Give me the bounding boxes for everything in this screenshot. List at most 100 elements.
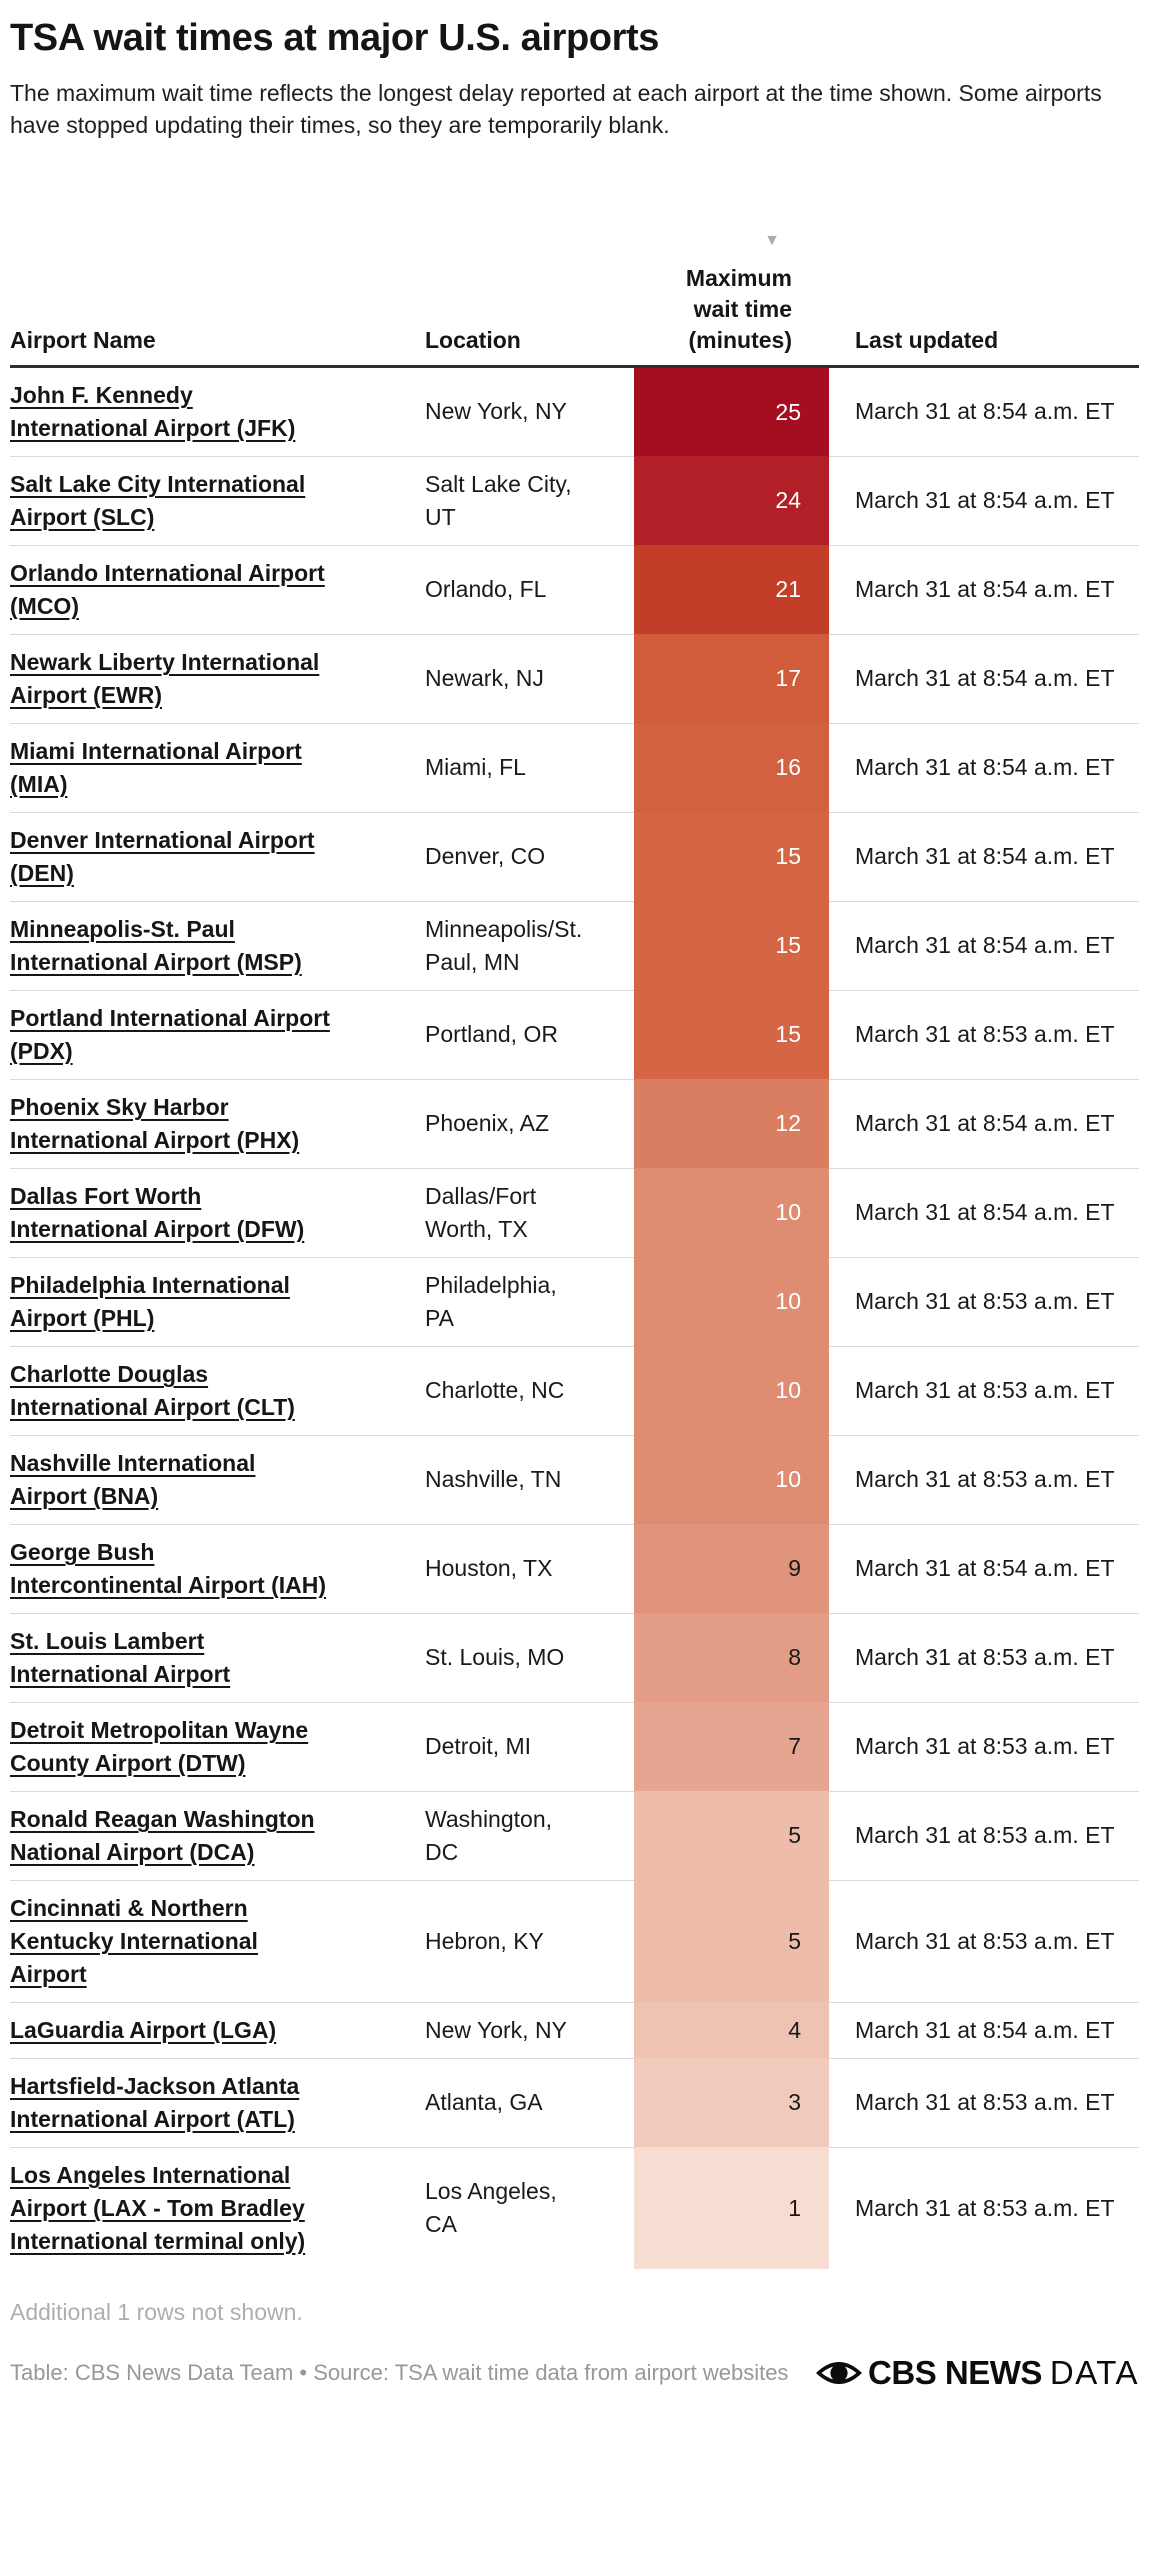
max-wait-cell: 10: [634, 1168, 829, 1258]
airport-name-cell: George Bush Intercontinental Airport (IA…: [10, 1524, 425, 1614]
airport-name-cell: John F. Kennedy International Airport (J…: [10, 366, 425, 457]
location-cell: Salt Lake City, UT: [425, 456, 634, 546]
rows-not-shown-note: Additional 1 rows not shown.: [10, 2298, 303, 2325]
airport-link[interactable]: Philadelphia International Airport (PHL): [10, 1271, 290, 1331]
table-row: Philadelphia International Airport (PHL)…: [10, 1257, 1139, 1347]
column-header-max-wait[interactable]: ▼ Maximum wait time (minutes): [634, 221, 829, 368]
cbs-news-data-logo: CBS NEWS DATA: [815, 2354, 1139, 2392]
table-row: Los Angeles International Airport (LAX -…: [10, 2147, 1139, 2269]
airport-link[interactable]: Portland International Airport (PDX): [10, 1004, 330, 1064]
footer: Table: CBS News Data Team • Source: TSA …: [10, 2354, 1139, 2392]
airport-name-cell: Minneapolis-St. Paul International Airpo…: [10, 901, 425, 991]
airport-name-cell: Newark Liberty International Airport (EW…: [10, 634, 425, 724]
table-row: St. Louis Lambert International Airport S…: [10, 1613, 1139, 1703]
location-cell: Philadelphia, PA: [425, 1257, 634, 1347]
airport-link[interactable]: Nashville International Airport (BNA): [10, 1449, 256, 1509]
last-updated-cell: March 31 at 8:53 a.m. ET: [829, 1435, 1139, 1525]
max-wait-cell: 10: [634, 1257, 829, 1347]
max-wait-cell: 15: [634, 812, 829, 902]
airport-link[interactable]: Minneapolis-St. Paul International Airpo…: [10, 915, 302, 975]
sort-descending-icon[interactable]: ▼: [764, 231, 780, 249]
max-wait-cell: 17: [634, 634, 829, 724]
table-row: LaGuardia Airport (LGA) New York, NY 4 Marc…: [10, 2002, 1139, 2059]
airport-name-cell: Orlando International Airport (MCO): [10, 545, 425, 635]
location-cell: Nashville, TN: [425, 1435, 634, 1525]
airport-link[interactable]: Orlando International Airport (MCO): [10, 559, 325, 619]
airport-name-cell: Detroit Metropolitan Wayne County Airpor…: [10, 1702, 425, 1792]
max-wait-cell: 5: [634, 1880, 829, 2003]
airport-link[interactable]: St. Louis Lambert International Airport: [10, 1627, 231, 1687]
airport-link[interactable]: LaGuardia Airport (LGA): [10, 2016, 277, 2043]
wait-times-table: Airport Name Location ▼ Maximum wait tim…: [10, 221, 1139, 2269]
airport-link[interactable]: Ronald Reagan Washington National Airpor…: [10, 1805, 315, 1865]
page: TSA wait times at major U.S. airports Th…: [0, 16, 1149, 2392]
airport-link[interactable]: John F. Kennedy International Airport (J…: [10, 381, 296, 441]
airport-name-cell: Salt Lake City International Airport (SL…: [10, 456, 425, 546]
airport-link[interactable]: Cincinnati & Northern Kentucky Internati…: [10, 1894, 258, 1987]
last-updated-cell: March 31 at 8:54 a.m. ET: [829, 634, 1139, 724]
location-cell: Portland, OR: [425, 990, 634, 1080]
table-row: Minneapolis-St. Paul International Airpo…: [10, 901, 1139, 991]
last-updated-cell: March 31 at 8:53 a.m. ET: [829, 1880, 1139, 2003]
last-updated-cell: March 31 at 8:54 a.m. ET: [829, 1524, 1139, 1614]
last-updated-cell: March 31 at 8:53 a.m. ET: [829, 2058, 1139, 2148]
max-wait-cell: 4: [634, 2002, 829, 2059]
last-updated-cell: March 31 at 8:53 a.m. ET: [829, 1791, 1139, 1881]
airport-name-cell: Denver International Airport (DEN): [10, 812, 425, 902]
airport-link[interactable]: Miami International Airport (MIA): [10, 737, 302, 797]
airport-link[interactable]: Newark Liberty International Airport (EW…: [10, 648, 320, 708]
table-header: Airport Name Location ▼ Maximum wait tim…: [10, 221, 1139, 368]
location-cell: Miami, FL: [425, 723, 634, 813]
max-wait-cell: 10: [634, 1346, 829, 1436]
table-body: John F. Kennedy International Airport (J…: [10, 366, 1139, 2269]
max-wait-cell: 8: [634, 1613, 829, 1703]
location-cell: Phoenix, AZ: [425, 1079, 634, 1169]
table-row: Detroit Metropolitan Wayne County Airpor…: [10, 1702, 1139, 1792]
location-cell: Los Angeles, CA: [425, 2178, 557, 2238]
table-row: Ronald Reagan Washington National Airpor…: [10, 1791, 1139, 1881]
airport-name-cell: St. Louis Lambert International Airport: [10, 1613, 425, 1703]
max-wait-header-line-3: (minutes): [688, 326, 793, 353]
airport-name-cell: Charlotte Douglas International Airport …: [10, 1346, 425, 1436]
max-wait-cell: 24: [634, 456, 829, 546]
location-cell: Hebron, KY: [425, 1880, 634, 2003]
column-header-location[interactable]: Location: [425, 221, 634, 368]
airport-link[interactable]: Detroit Metropolitan Wayne County Airpor…: [10, 1716, 309, 1776]
airport-link[interactable]: Dallas Fort Worth International Airport …: [10, 1182, 305, 1242]
last-updated-cell: March 31 at 8:53 a.m. ET: [829, 1346, 1139, 1436]
table-row: Miami International Airport (MIA) Miami, …: [10, 723, 1139, 813]
table-row: Charlotte Douglas International Airport …: [10, 1346, 1139, 1436]
airport-name-cell: Hartsfield-Jackson Atlanta International…: [10, 2058, 425, 2148]
airport-link[interactable]: Hartsfield-Jackson Atlanta International…: [10, 2072, 300, 2132]
airport-link[interactable]: Charlotte Douglas International Airport …: [10, 1360, 295, 1420]
max-wait-header-line-2: wait time: [693, 295, 792, 322]
airport-link[interactable]: Phoenix Sky Harbor International Airport…: [10, 1093, 300, 1153]
table-row: Orlando International Airport (MCO) Orlan…: [10, 545, 1139, 635]
table-row: Hartsfield-Jackson Atlanta International…: [10, 2058, 1139, 2148]
table-row: Salt Lake City International Airport (SL…: [10, 456, 1139, 546]
last-updated-cell: March 31 at 8:54 a.m. ET: [829, 812, 1139, 902]
last-updated-cell: March 31 at 8:54 a.m. ET: [829, 1168, 1139, 1258]
airport-link[interactable]: Denver International Airport (DEN): [10, 826, 315, 886]
airport-link[interactable]: George Bush Intercontinental Airport (IA…: [10, 1538, 327, 1598]
table-row: Newark Liberty International Airport (EW…: [10, 634, 1139, 724]
last-updated-cell: March 31 at 8:53 a.m. ET: [855, 2194, 1115, 2221]
last-updated-cell: March 31 at 8:54 a.m. ET: [829, 366, 1139, 457]
column-header-airport-name[interactable]: Airport Name: [10, 221, 425, 368]
last-updated-cell: March 31 at 8:53 a.m. ET: [829, 1613, 1139, 1703]
max-wait-cell: 5: [634, 1791, 829, 1881]
max-wait-cell: 15: [634, 901, 829, 991]
column-header-last-updated[interactable]: Last updated: [829, 221, 1139, 368]
location-cell: Orlando, FL: [425, 545, 634, 635]
table-row: Phoenix Sky Harbor International Airport…: [10, 1079, 1139, 1169]
table-row: Cincinnati & Northern Kentucky Internati…: [10, 1880, 1139, 2003]
airport-link[interactable]: Los Angeles International Airport (LAX -…: [10, 2161, 306, 2254]
cbs-eye-icon: [816, 2361, 863, 2384]
max-wait-cell: 1: [634, 2147, 829, 2269]
last-updated-cell: March 31 at 8:54 a.m. ET: [829, 901, 1139, 991]
location-cell: New York, NY: [425, 2002, 634, 2059]
table-row: George Bush Intercontinental Airport (IA…: [10, 1524, 1139, 1614]
airport-name-cell: Philadelphia International Airport (PHL): [10, 1257, 425, 1347]
last-updated-cell: March 31 at 8:54 a.m. ET: [829, 723, 1139, 813]
airport-link[interactable]: Salt Lake City International Airport (SL…: [10, 470, 306, 530]
